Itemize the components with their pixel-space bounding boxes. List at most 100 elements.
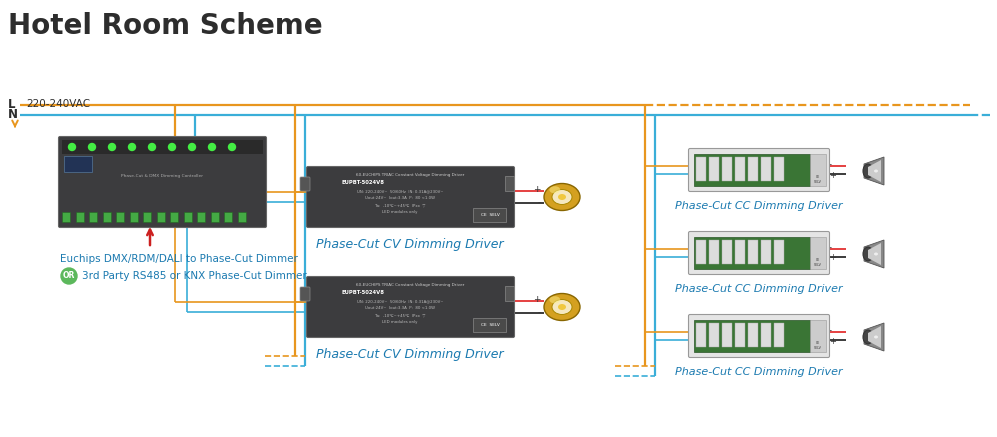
- FancyBboxPatch shape: [689, 232, 830, 274]
- Text: UN: 220-240V~  50/60Hz  IN: 0.31A@230V~: UN: 220-240V~ 50/60Hz IN: 0.31A@230V~: [357, 299, 444, 303]
- Text: Uout:24V~  Iout:3.3A  P:  80 <1.0W: Uout:24V~ Iout:3.3A P: 80 <1.0W: [365, 196, 435, 200]
- Text: CE  SELV: CE SELV: [481, 213, 499, 217]
- Ellipse shape: [863, 330, 873, 344]
- Ellipse shape: [558, 194, 566, 200]
- Text: Phase-Cut CC Dimming Driver: Phase-Cut CC Dimming Driver: [675, 367, 842, 377]
- Text: CE
SELV: CE SELV: [815, 258, 822, 267]
- Text: Phase-Cut & DMX Dimming Controller: Phase-Cut & DMX Dimming Controller: [121, 174, 203, 178]
- Bar: [694, 154, 810, 186]
- Text: OR: OR: [63, 271, 75, 281]
- Bar: [64, 156, 92, 172]
- Ellipse shape: [874, 336, 878, 339]
- Bar: [810, 237, 826, 269]
- Bar: [170, 212, 178, 222]
- Circle shape: [208, 143, 215, 150]
- Bar: [774, 157, 784, 181]
- Polygon shape: [868, 243, 881, 265]
- Text: 60-EUCHIPS TRIAC Constant Voltage Dimming Driver: 60-EUCHIPS TRIAC Constant Voltage Dimmin…: [356, 283, 465, 287]
- Text: +: +: [829, 253, 835, 263]
- Text: Phase-Cut CC Dimming Driver: Phase-Cut CC Dimming Driver: [675, 284, 842, 294]
- Bar: [722, 240, 732, 264]
- Bar: [143, 212, 151, 222]
- Circle shape: [228, 143, 235, 150]
- Text: Ta:  -10℃~+45℃  IPxx  ▽: Ta: -10℃~+45℃ IPxx ▽: [375, 203, 425, 207]
- Text: CE
SELV: CE SELV: [815, 341, 822, 350]
- Bar: [694, 237, 810, 269]
- Circle shape: [129, 143, 136, 150]
- Text: 60-EUCHIPS TRIAC Constant Voltage Dimming Driver: 60-EUCHIPS TRIAC Constant Voltage Dimmin…: [356, 173, 465, 177]
- Text: -: -: [537, 198, 541, 208]
- Bar: [735, 240, 745, 264]
- Text: LED modules only: LED modules only: [382, 210, 418, 214]
- Polygon shape: [864, 240, 884, 268]
- Text: 220-240VAC: 220-240VAC: [26, 99, 90, 109]
- Bar: [696, 240, 706, 264]
- Text: EUPBT-5024V8: EUPBT-5024V8: [342, 290, 385, 295]
- Polygon shape: [868, 326, 881, 348]
- Circle shape: [89, 143, 96, 150]
- Text: -: -: [537, 309, 541, 318]
- Bar: [761, 157, 771, 181]
- Polygon shape: [864, 323, 884, 351]
- Text: LED modules only: LED modules only: [382, 320, 418, 324]
- Bar: [722, 157, 732, 181]
- Text: Phase-Cut CV Dimming Driver: Phase-Cut CV Dimming Driver: [316, 238, 503, 251]
- FancyBboxPatch shape: [306, 277, 514, 337]
- Text: -: -: [829, 160, 832, 170]
- Polygon shape: [868, 160, 881, 182]
- Bar: [810, 154, 826, 186]
- Circle shape: [109, 143, 116, 150]
- FancyBboxPatch shape: [300, 177, 310, 191]
- Text: -: -: [829, 326, 832, 336]
- Circle shape: [168, 143, 175, 150]
- Bar: [735, 157, 745, 181]
- Text: 3rd Party RS485 or KNX Phase-Cut Dimmer: 3rd Party RS485 or KNX Phase-Cut Dimmer: [82, 271, 307, 281]
- Bar: [210, 212, 218, 222]
- Text: UN: 220-240V~  50/60Hz  IN: 0.31A@230V~: UN: 220-240V~ 50/60Hz IN: 0.31A@230V~: [357, 189, 444, 193]
- FancyBboxPatch shape: [306, 166, 514, 228]
- Circle shape: [149, 143, 156, 150]
- FancyBboxPatch shape: [689, 315, 830, 357]
- Bar: [103, 212, 111, 222]
- Ellipse shape: [552, 190, 572, 205]
- Bar: [709, 240, 719, 264]
- FancyBboxPatch shape: [59, 136, 266, 228]
- Bar: [748, 157, 758, 181]
- Bar: [694, 320, 810, 352]
- Text: EUPBT-5024V8: EUPBT-5024V8: [342, 180, 385, 185]
- Text: Phase-Cut CV Dimming Driver: Phase-Cut CV Dimming Driver: [316, 348, 503, 361]
- Text: Phase-Cut CC Dimming Driver: Phase-Cut CC Dimming Driver: [675, 201, 842, 211]
- Text: Hotel Room Scheme: Hotel Room Scheme: [8, 12, 323, 40]
- Ellipse shape: [544, 184, 580, 211]
- Bar: [62, 212, 70, 222]
- Bar: [722, 323, 732, 347]
- Ellipse shape: [874, 253, 878, 256]
- Text: Ta:  -10℃~+45℃  IPxx  ▽: Ta: -10℃~+45℃ IPxx ▽: [375, 313, 425, 317]
- Bar: [130, 212, 138, 222]
- Text: CE
SELV: CE SELV: [815, 175, 822, 184]
- Bar: [473, 318, 506, 332]
- Text: Euchips DMX/RDM/DALI to Phase-Cut Dimmer: Euchips DMX/RDM/DALI to Phase-Cut Dimmer: [60, 254, 298, 264]
- Bar: [237, 212, 245, 222]
- Ellipse shape: [863, 164, 873, 178]
- Text: -: -: [829, 243, 832, 253]
- Ellipse shape: [874, 170, 878, 173]
- Circle shape: [61, 268, 77, 284]
- Circle shape: [69, 143, 76, 150]
- Text: CE  SELV: CE SELV: [481, 323, 499, 327]
- Bar: [748, 323, 758, 347]
- Ellipse shape: [863, 247, 873, 261]
- Bar: [735, 323, 745, 347]
- Bar: [709, 157, 719, 181]
- Polygon shape: [864, 157, 884, 185]
- Bar: [505, 176, 514, 191]
- Text: L: L: [8, 98, 16, 111]
- Text: +: +: [829, 170, 835, 180]
- Ellipse shape: [544, 294, 580, 320]
- Bar: [89, 212, 97, 222]
- Circle shape: [188, 143, 195, 150]
- Text: +: +: [533, 185, 541, 194]
- Bar: [709, 323, 719, 347]
- Bar: [157, 212, 165, 222]
- Text: N: N: [8, 108, 18, 121]
